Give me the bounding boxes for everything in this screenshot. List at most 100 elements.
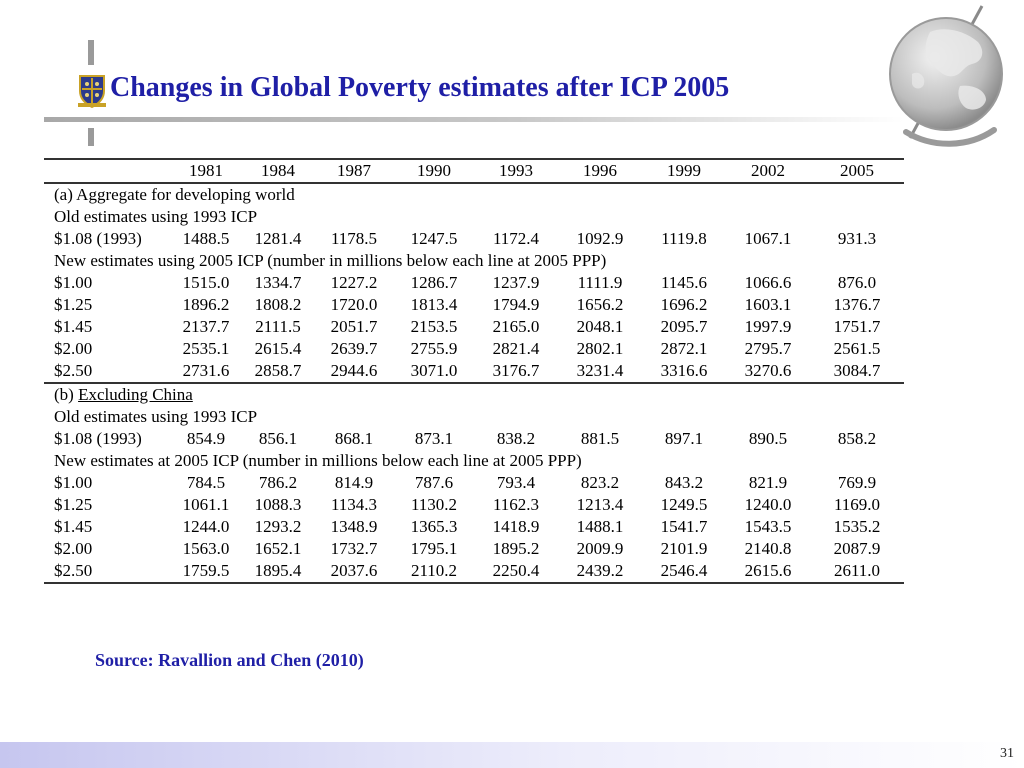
- table-cell: 1418.9: [492, 517, 540, 536]
- table-cell: 786.2: [258, 473, 298, 492]
- section-b-heading: (b) Excluding China: [44, 383, 904, 406]
- table-cell: 1348.9: [330, 517, 378, 536]
- table-row: $2.00 2535.1 2615.4 2639.7 2755.9 2821.4…: [44, 338, 904, 360]
- table-cell: 1541.7: [660, 517, 708, 536]
- table-cell: 1237.9: [492, 273, 540, 292]
- row-label: $1.25: [54, 495, 93, 514]
- table-cell: 1281.4: [254, 229, 302, 248]
- section-heading-row: (b) Excluding China: [44, 383, 904, 406]
- table-row: $2.50 2731.6 2858.7 2944.6 3071.0 3176.7…: [44, 360, 904, 384]
- table-cell: 1119.8: [661, 229, 707, 248]
- table-cell: 1169.0: [833, 495, 881, 514]
- table-cell: 2095.7: [660, 317, 708, 336]
- table-cell: 3176.7: [474, 360, 558, 384]
- year-header: 1981: [170, 158, 242, 184]
- table-row: $2.00 1563.0 1652.1 1732.7 1795.1 1895.2…: [44, 538, 904, 560]
- table-cell: 1244.0: [182, 517, 230, 536]
- section-a-new-label: New estimates using 2005 ICP (number in …: [54, 251, 607, 270]
- table-row: $1.08 (1993) 1488.5 1281.4 1178.5 1247.5…: [44, 228, 904, 250]
- row-label: $1.45: [54, 317, 93, 336]
- table-cell: 2051.7: [330, 317, 378, 336]
- table-row: $1.45 1244.0 1293.2 1348.9 1365.3 1418.9…: [44, 516, 904, 538]
- section-a-heading: (a) Aggregate for developing world: [54, 185, 295, 204]
- title-underline: [44, 117, 904, 122]
- table-cell: 2802.1: [576, 339, 624, 358]
- table-cell: 814.9: [334, 473, 374, 492]
- table-cell: 2137.7: [182, 317, 230, 336]
- year-header: 1999: [642, 158, 726, 184]
- footer-band: [0, 742, 1024, 768]
- table-cell: 2110.2: [394, 560, 474, 584]
- table-cell: 784.5: [186, 473, 226, 492]
- poverty-estimates-table: 1981 1984 1987 1990 1993 1996 1999 2002 …: [44, 158, 904, 584]
- table-cell: 1111.9: [577, 273, 623, 292]
- table-cell: 821.9: [748, 473, 788, 492]
- section-b-prefix: (b): [54, 385, 79, 404]
- section-b-old-label: Old estimates using 1993 ICP: [54, 407, 258, 426]
- table-row: $2.50 1759.5 1895.4 2037.6 2110.2 2250.4…: [44, 560, 904, 584]
- row-label: $2.00: [54, 539, 93, 558]
- table-cell: 2872.1: [660, 339, 708, 358]
- row-label: $1.08 (1993): [54, 429, 142, 448]
- table-cell: 1895.2: [492, 539, 540, 558]
- table-cell: 2795.7: [744, 339, 792, 358]
- title-accent-bar-top: [88, 40, 94, 65]
- table-cell: 1178.5: [330, 229, 378, 248]
- table-cell: 1067.1: [744, 229, 792, 248]
- subsection-label-row: New estimates using 2005 ICP (number in …: [44, 250, 904, 272]
- table-cell: 2639.7: [330, 339, 378, 358]
- table-cell: 1227.2: [330, 273, 378, 292]
- table-cell: 787.6: [414, 473, 454, 492]
- table-cell: 1488.1: [576, 517, 624, 536]
- table-cell: 1376.7: [833, 295, 881, 314]
- table-cell: 854.9: [186, 429, 226, 448]
- header-blank-cell: [44, 158, 170, 184]
- row-label: $1.00: [54, 273, 93, 292]
- university-crest-icon: [78, 75, 106, 109]
- table-cell: 1751.7: [833, 317, 881, 336]
- table-cell: 2037.6: [314, 560, 394, 584]
- row-label: $2.50: [44, 360, 170, 384]
- section-a-old-label: Old estimates using 1993 ICP: [54, 207, 258, 226]
- row-label: $2.00: [54, 339, 93, 358]
- table-cell: 823.2: [580, 473, 620, 492]
- table-cell: 1213.4: [576, 495, 624, 514]
- table-cell: 3316.6: [642, 360, 726, 384]
- table-cell: 1997.9: [744, 317, 792, 336]
- year-header: 2005: [810, 158, 904, 184]
- table-cell: 890.5: [748, 429, 788, 448]
- row-label: $2.50: [44, 560, 170, 584]
- table-cell: 1247.5: [410, 229, 458, 248]
- section-heading-row: (a) Aggregate for developing world: [44, 183, 904, 206]
- subsection-label-row: Old estimates using 1993 ICP: [44, 406, 904, 428]
- table-cell: 2546.4: [642, 560, 726, 584]
- table-cell: 2048.1: [576, 317, 624, 336]
- subsection-label-row: New estimates at 2005 ICP (number in mil…: [44, 450, 904, 472]
- table-cell: 2821.4: [492, 339, 540, 358]
- table-cell: 838.2: [496, 429, 536, 448]
- table-cell: 3270.6: [726, 360, 810, 384]
- source-citation: Source: Ravallion and Chen (2010): [95, 650, 364, 670]
- section-b-new-label: New estimates at 2005 ICP (number in mil…: [54, 451, 582, 470]
- section-b-title: Excluding China: [78, 385, 193, 404]
- table-cell: 2755.9: [410, 339, 458, 358]
- globe-icon: [889, 5, 1003, 147]
- slide-title: Changes in Global Poverty estimates afte…: [110, 72, 730, 103]
- page-number: 31: [1000, 746, 1014, 761]
- table-cell: 2535.1: [182, 339, 230, 358]
- table-cell: 1652.1: [254, 539, 302, 558]
- table-cell: 1794.9: [492, 295, 540, 314]
- table-cell: 2140.8: [744, 539, 792, 558]
- table-cell: 1334.7: [254, 273, 302, 292]
- table-header-row: 1981 1984 1987 1990 1993 1996 1999 2002 …: [44, 158, 904, 184]
- table-cell: 868.1: [334, 429, 374, 448]
- table-cell: 3071.0: [394, 360, 474, 384]
- table-cell: 769.9: [837, 473, 877, 492]
- table-cell: 1092.9: [576, 229, 624, 248]
- table-cell: 1720.0: [330, 295, 378, 314]
- table-cell: 1488.5: [182, 229, 230, 248]
- table-cell: 3231.4: [558, 360, 642, 384]
- table-cell: 2615.6: [726, 560, 810, 584]
- table-cell: 2153.5: [410, 317, 458, 336]
- table-cell: 881.5: [580, 429, 620, 448]
